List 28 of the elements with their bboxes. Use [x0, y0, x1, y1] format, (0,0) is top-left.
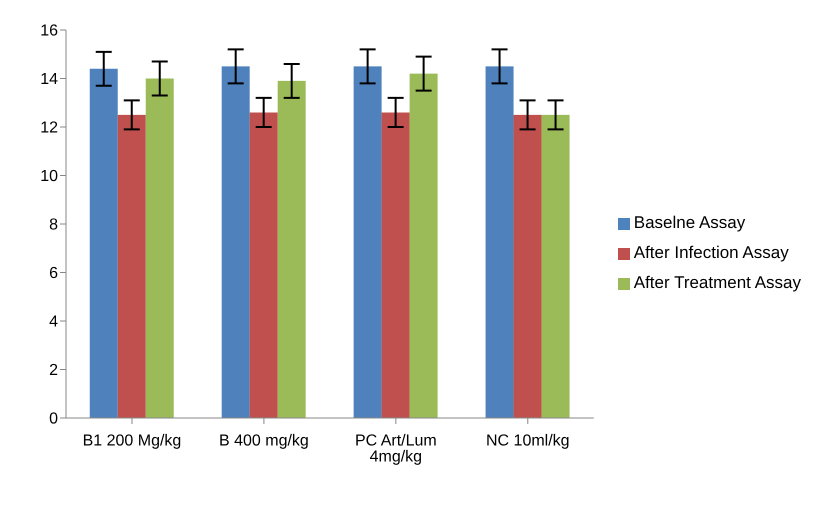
bar [382, 112, 410, 418]
bar [118, 114, 146, 418]
x-tick-label: PC Art/Lum 4mg/kg [354, 432, 437, 466]
y-tick-label: 2 [49, 362, 58, 380]
x-tick-label: B1 200 Mg/kg [82, 432, 182, 450]
legend-label: After Treatment Assay [634, 273, 801, 292]
y-tick-label: 14 [40, 71, 58, 88]
y-tick-label: 12 [40, 120, 58, 137]
bar [410, 74, 438, 418]
x-tick-label: B 400 mg/kg [218, 432, 309, 450]
y-tick-label: 6 [49, 265, 58, 282]
y-tick-label: 4 [49, 314, 58, 331]
bar [222, 66, 250, 418]
y-tick-label: 10 [40, 168, 58, 186]
bar [514, 114, 542, 418]
legend-label: Baselne Assay [634, 213, 746, 232]
y-tick-label: 8 [49, 216, 58, 234]
bar [486, 66, 514, 418]
bar [542, 114, 570, 418]
x-tick-label: NC 10ml/kg [486, 432, 570, 450]
y-tick-label: 0 [49, 410, 58, 428]
y-tick-label: 16 [40, 22, 58, 40]
bar [278, 80, 306, 418]
bar [146, 78, 174, 418]
bar [250, 112, 278, 418]
bar [90, 68, 118, 418]
bar [354, 66, 382, 418]
legend-label: After Infection Assay [634, 243, 789, 262]
